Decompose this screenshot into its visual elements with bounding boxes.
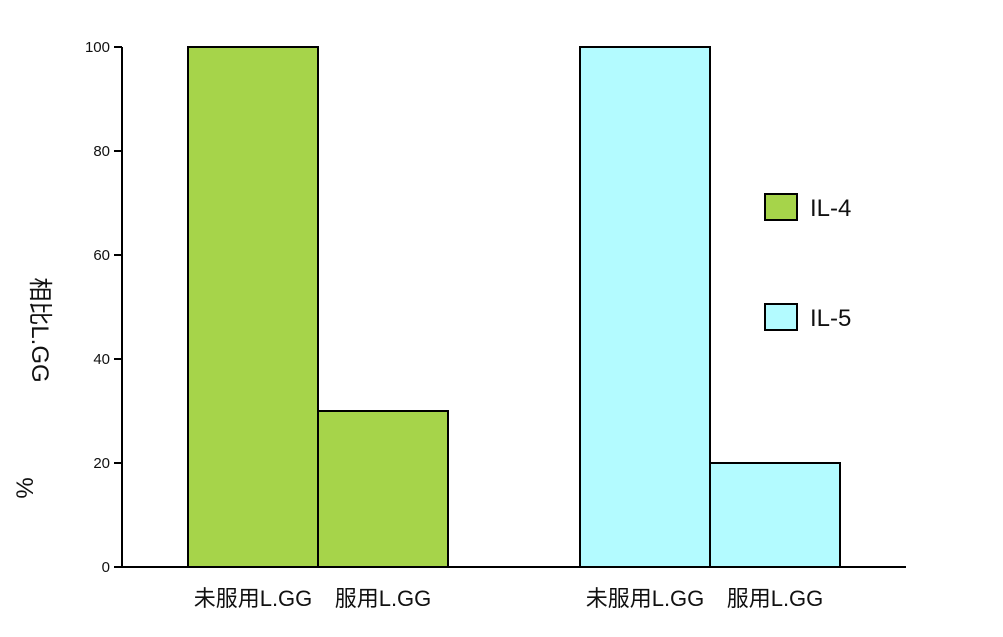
y-tick-label: 20 [93, 455, 110, 472]
y-tick-label: 80 [93, 143, 110, 160]
y-axis-label: 相比L.GG [26, 277, 53, 382]
legend-label-il-5: IL-5 [810, 305, 851, 332]
legend-swatch-il-5 [764, 303, 798, 331]
bar-il-4-1 [317, 410, 449, 568]
legend: IL-4 IL-5 [764, 193, 851, 332]
legend-label-il-4: IL-4 [810, 195, 851, 222]
bar-il-4-0 [187, 46, 319, 568]
y-tick-label: 60 [93, 247, 110, 264]
x-category-label: 服用L.GG [335, 586, 432, 611]
y-tick-label: 40 [93, 351, 110, 368]
bar-il-5-1 [709, 462, 841, 568]
y-axis-unit: % [12, 477, 39, 498]
x-category-label: 未服用L.GG [194, 586, 313, 611]
y-tick-label: 100 [85, 39, 110, 56]
labels: 0 20 40 60 80 100 相比L.GG% 未服用L.GG 服用L.GG 未服用L.GG 服… [12, 39, 823, 611]
legend-swatch-il-4 [764, 193, 798, 221]
bar-il-5-0 [579, 46, 711, 568]
x-category-label: 未服用L.GG [586, 586, 705, 611]
y-tick-label: 0 [102, 559, 110, 576]
bars [187, 46, 841, 568]
x-category-label: 服用L.GG [727, 586, 824, 611]
